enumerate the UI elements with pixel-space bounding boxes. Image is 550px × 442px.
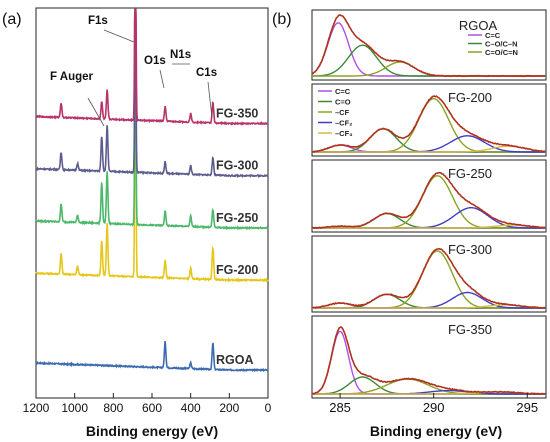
- annotation-leader-line: [103, 29, 135, 43]
- sample-label-fg-200: FG-200: [448, 90, 492, 105]
- survey-series-rgoa: [35, 341, 268, 373]
- legend-entry-label: –CF₃: [335, 129, 353, 138]
- peak-annotation-f1s: F1s: [88, 15, 108, 27]
- peak-annotation-f-auger: F Auger: [50, 71, 94, 83]
- x-tick-label: 1000: [61, 401, 88, 415]
- x-tick-label: 285: [329, 400, 351, 415]
- fit-panel-frame: [311, 159, 547, 233]
- survey-series-fg-250: [35, 8, 269, 231]
- x-tick-label: 800: [103, 401, 123, 415]
- sample-label-fg-300: FG-300: [448, 242, 492, 257]
- fit-panel-frame: [311, 9, 547, 81]
- legend-entry-label: C–O/C–N: [485, 40, 518, 49]
- series-label-fg-300: FG-300: [216, 159, 258, 173]
- survey-series-fg-300: [35, 7, 269, 179]
- fit-envelope: [311, 14, 546, 78]
- legend-entry-label: C=O/C=N: [485, 48, 518, 57]
- x-tick-label: 200: [219, 401, 239, 415]
- annotation-leader-line: [159, 69, 165, 89]
- sample-label-fg-350: FG-350: [448, 322, 492, 337]
- fit-panel-fg-200: FG-200 C=C C=O–CF –CF₂–CF₃: [311, 83, 547, 157]
- legend-entry-label: –CF: [335, 108, 350, 117]
- legend-entry-label: C=O: [335, 98, 351, 107]
- x-tick-label: 1200: [23, 401, 50, 415]
- legend-entry-label: C=C: [485, 31, 501, 40]
- panel-b-label: (b): [272, 11, 292, 28]
- peak-annotation-c1s: C1s: [196, 67, 217, 79]
- peak-annotation-o1s: O1s: [144, 55, 166, 67]
- series-label-fg-200: FG-200: [216, 263, 258, 277]
- x-tick-label: 290: [423, 400, 445, 415]
- series-label-rgoa: RGOA: [216, 353, 254, 367]
- component-cf3: [312, 224, 546, 229]
- peak-annotation-n1s: N1s: [170, 49, 191, 61]
- survey-series-fg-350: [35, 8, 269, 126]
- series-label-fg-350: FG-350: [216, 107, 258, 121]
- fit-panel-fg-250: FG-250: [311, 159, 547, 233]
- fit-panel-frame: [311, 83, 547, 157]
- survey-series-fg-200: [35, 10, 269, 283]
- survey-spectrum-panel: (a) RGOA FG-200 FG-250 FG-300 FG-350 1200 100…: [2, 7, 272, 439]
- panel-b-x-axis-label: Binding energy (eV): [370, 423, 502, 439]
- fit-panel-frame: [311, 235, 547, 313]
- fit-panel-frame: [311, 315, 547, 399]
- annotation-leader-line: [207, 81, 213, 119]
- legend-entry-label: C=C: [335, 87, 351, 96]
- component-co: [312, 293, 546, 309]
- sample-label-fg-250: FG-250: [448, 166, 492, 181]
- panel-a-label: (a): [2, 11, 22, 28]
- fit-envelope: [312, 247, 546, 309]
- x-tick-label: 400: [181, 401, 201, 415]
- fit-envelope: [311, 95, 546, 153]
- panel-a-x-axis-label: Binding energy (eV): [86, 423, 218, 439]
- legend-rgoa: C=CC–O/C–NC=O/C=N: [468, 31, 518, 57]
- annotation-leader-line: [87, 97, 105, 127]
- legend-fg-200: C=C C=O–CF –CF₂–CF₃: [318, 87, 353, 138]
- x-tick-label: 600: [142, 401, 162, 415]
- series-label-fg-250: FG-250: [216, 211, 258, 225]
- fit-envelope: [311, 171, 546, 230]
- sample-label-rgoa: RGOA: [459, 18, 498, 33]
- legend-entry-label: –CF₂: [335, 119, 353, 128]
- component-cf3: [312, 145, 546, 153]
- fit-panel-fg-350: FG-350: [311, 315, 547, 399]
- x-tick-label: 295: [516, 400, 538, 415]
- x-tick-label: 0: [265, 401, 272, 415]
- fit-envelope: [311, 326, 546, 395]
- component-cf2: [312, 135, 546, 153]
- fit-panel-fg-300: FG-300: [311, 235, 547, 313]
- c1s-fit-panel: (b) RGOAC=CC–O/C–NC=O/C=NFG-200C=CC=O–CF…: [272, 9, 547, 439]
